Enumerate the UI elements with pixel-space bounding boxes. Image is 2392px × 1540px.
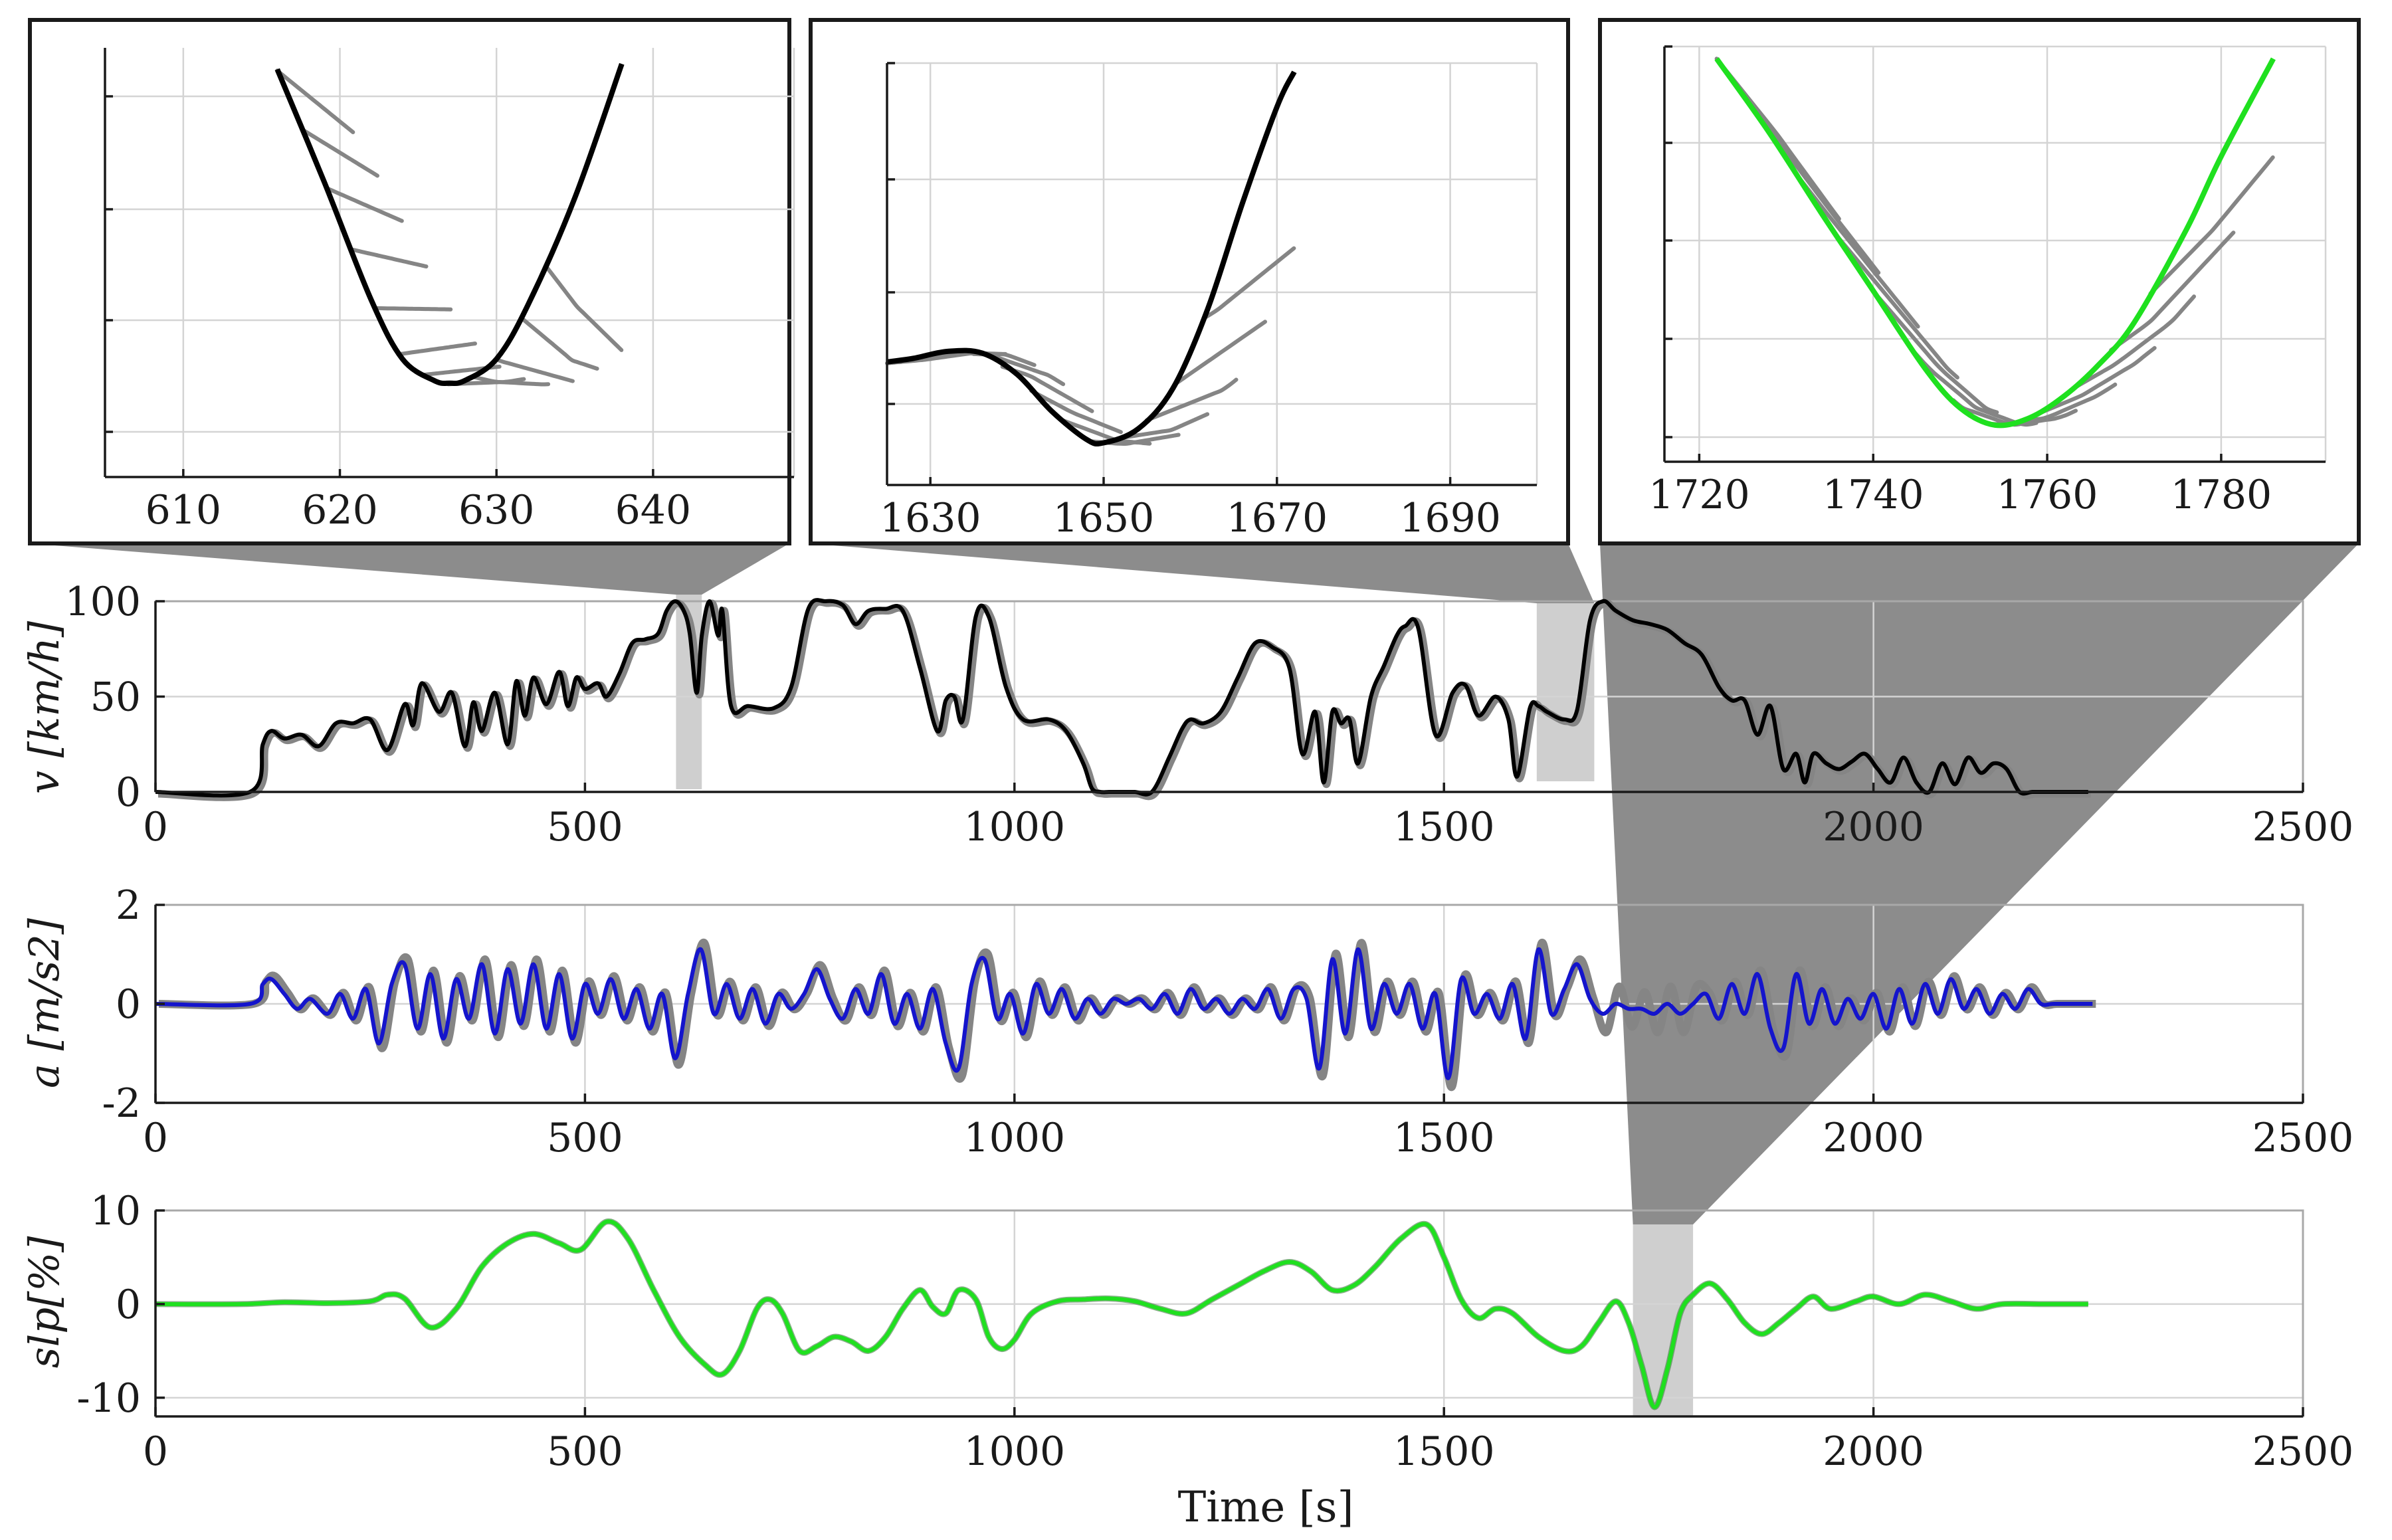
acceleration-x-tick-label: 2500: [2252, 1115, 2354, 1161]
acceleration-y-tick-label: -2: [102, 1080, 141, 1127]
inset-3-x-tick-label: 1780: [2171, 472, 2272, 518]
connector-inset-1: [30, 543, 789, 595]
slope-y-tick-label: 0: [116, 1282, 141, 1328]
velocity-x-tick-label: 0: [143, 804, 168, 850]
inset-1-x-tick-label: 610: [146, 487, 222, 533]
acceleration-y-axis-label: a [m/s2]: [20, 917, 68, 1088]
zoom-inset-1: 610 620 630 640: [28, 18, 795, 545]
connector-inset-2: [809, 543, 1595, 603]
inset-2-prediction-trace: [1144, 377, 1239, 423]
slope-x-tick-label: 1500: [1393, 1428, 1495, 1475]
inset-1-prediction-trace: [519, 316, 599, 371]
inset-3-main-line: [1714, 57, 2276, 429]
inset-2-main-line: [886, 70, 1297, 447]
slope-line: [155, 1219, 2088, 1409]
velocity-x-tick-label: 2000: [1823, 804, 1924, 850]
time-x-axis-label: Time [s]: [1178, 1483, 1354, 1532]
velocity-x-tick-label: 500: [547, 804, 623, 850]
acceleration-x-tick-label: 1000: [963, 1115, 1065, 1161]
slope-y-tick-label: 10: [90, 1188, 141, 1234]
slope-x-tick-label: 2500: [2252, 1428, 2354, 1475]
acceleration-x-tick-label: 0: [143, 1115, 168, 1161]
inset-1-prediction-trace: [544, 264, 624, 352]
zoom-inset-2: 1630 1650 1670 1690: [809, 18, 1570, 545]
inset-3-prediction-trace: [2069, 294, 2196, 392]
inset-1-prediction-trace: [275, 68, 355, 134]
slope-x-tick-label: 2000: [1823, 1428, 1924, 1475]
inset-3-prediction-trace: [1833, 231, 1959, 380]
velocity-y-tick-label: 0: [116, 769, 141, 816]
inset-2-prediction-trace: [1029, 389, 1123, 434]
zoom-connectors: [30, 543, 2359, 1224]
velocity-x-tick-label: 1000: [963, 804, 1065, 850]
inset-3-prediction-trace: [2109, 231, 2236, 353]
slope-y-axis-label: slp[%]: [20, 1236, 68, 1368]
inset-1-prediction-trace: [348, 247, 429, 269]
inset-2-x-tick-label: 1650: [1053, 495, 1155, 541]
inset-3-prediction-trace: [1872, 290, 1999, 415]
inset-3-prediction-trace: [2148, 155, 2275, 296]
slope-shadow: [155, 1218, 2088, 1410]
acceleration-y-tick-label: 0: [116, 981, 141, 1028]
slope-y-tick-label: -10: [76, 1375, 141, 1422]
inset-2-prediction-trace: [1116, 412, 1210, 440]
inset-1-prediction-trace: [494, 357, 575, 383]
inset-2-x-tick-label: 1630: [880, 495, 981, 541]
inset-1-prediction-trace: [300, 127, 379, 178]
inset-3-x-tick-label: 1720: [1648, 472, 1750, 518]
velocity-y-tick-label: 100: [64, 579, 141, 625]
velocity-panel: 0 500 1000 1500 2000 2500 0 50 100 v [km/h]: [20, 579, 2353, 850]
inset-2-border: [809, 18, 1570, 545]
inset-1-x-tick-label: 620: [302, 487, 378, 533]
inset-1-prediction-trace: [397, 341, 477, 357]
acceleration-prediction-envelope: [158, 939, 2096, 1092]
inset-2-prediction-trace: [1202, 246, 1296, 320]
inset-2-prediction-trace: [1173, 320, 1267, 386]
inset-1-prediction-trace: [373, 306, 453, 312]
inset-1-x-tick-label: 630: [458, 487, 535, 533]
acceleration-x-tick-label: 500: [547, 1115, 623, 1161]
slope-x-tick-label: 1000: [963, 1428, 1065, 1475]
inset-1-main-line: [274, 62, 625, 387]
inset-1-x-tick-label: 640: [615, 487, 692, 533]
slope-x-tick-label: 500: [547, 1428, 623, 1475]
zoom-inset-3: 1720 1740 1760 1780: [1598, 18, 2361, 545]
inset-2-x-tick-label: 1670: [1226, 495, 1328, 541]
slope-x-tick-label: 0: [143, 1428, 168, 1475]
acceleration-x-tick-label: 1500: [1393, 1115, 1495, 1161]
acceleration-line: [155, 947, 2093, 1080]
velocity-y-axis-label: v [km/h]: [20, 621, 68, 794]
velocity-x-tick-label: 1500: [1393, 804, 1495, 850]
inset-3-prediction-trace: [1793, 171, 1920, 329]
inset-2-x-tick-label: 1690: [1399, 495, 1501, 541]
connector-inset-3: [1600, 543, 2359, 1224]
acceleration-y-tick-label: 2: [116, 882, 141, 929]
velocity-x-tick-label: 2500: [2252, 804, 2354, 850]
inset-1-prediction-trace: [470, 375, 551, 387]
inset-1-border: [28, 18, 791, 545]
inset-3-x-tick-label: 1740: [1823, 472, 1924, 518]
inset-3-x-tick-label: 1760: [1997, 472, 2098, 518]
inset-3-border: [1598, 18, 2361, 545]
inset-1-prediction-trace: [324, 185, 404, 223]
acceleration-panel: 0 500 1000 1500 2000 2500-202 a [m/s2]: [20, 882, 2353, 1161]
acceleration-x-tick-label: 2000: [1823, 1115, 1924, 1161]
slope-plot-frame: [154, 1209, 2304, 1418]
velocity-y-tick-label: 50: [90, 674, 141, 721]
